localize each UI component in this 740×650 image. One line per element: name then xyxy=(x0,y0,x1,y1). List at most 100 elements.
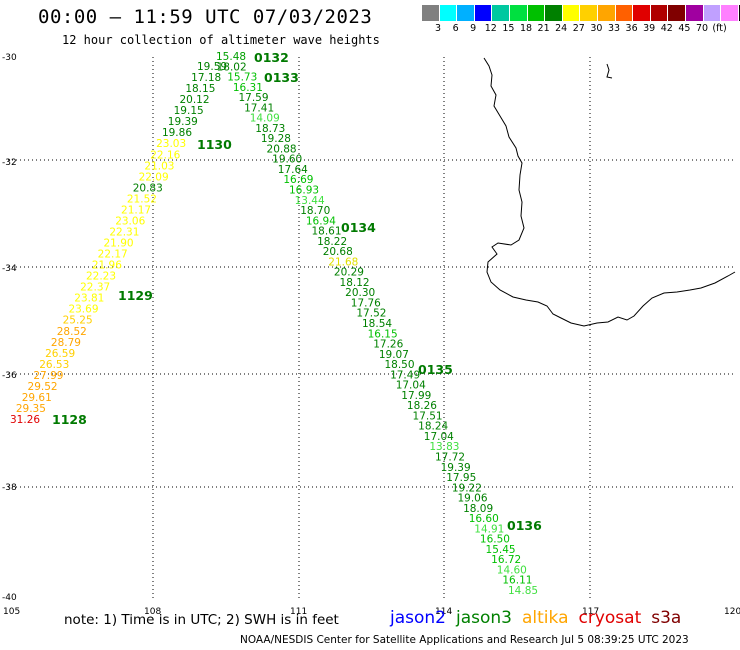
satellite-cryosat: cryosat xyxy=(578,608,642,628)
legend-swatch xyxy=(632,5,650,21)
legend-label: 27 xyxy=(572,23,585,34)
legend-label: 42 xyxy=(660,23,673,34)
satellite-altika: altika xyxy=(522,608,569,628)
swh-value: 17.72 xyxy=(435,452,465,464)
swh-value: 18.12 xyxy=(340,277,370,289)
satellite-s3a: s3a xyxy=(651,608,682,628)
lon-tick-label: 114 xyxy=(435,607,452,617)
swh-value: 18.02 xyxy=(217,61,247,73)
legend-label: 9 xyxy=(470,23,477,34)
swh-value: 18.50 xyxy=(384,359,414,371)
legend-swatch xyxy=(596,5,615,21)
legend-label: 6 xyxy=(452,23,459,34)
swh-value: 19.39 xyxy=(168,116,198,128)
swh-value: 16.15 xyxy=(368,328,398,340)
swh-value: 22.16 xyxy=(150,149,180,161)
swh-value: 22.09 xyxy=(139,171,169,183)
legend-swatch xyxy=(737,5,740,21)
swh-value: 29.35 xyxy=(16,403,46,415)
swh-value: 28.79 xyxy=(51,337,81,349)
legend-swatch xyxy=(491,5,509,21)
track-northeast: 15.4818.0215.7316.3117.5917.4114.0918.73… xyxy=(216,51,538,597)
legend-swatch xyxy=(526,5,545,21)
swh-value: 20.30 xyxy=(345,287,375,299)
swh-value: 19.60 xyxy=(272,154,302,166)
swh-value: 23.69 xyxy=(68,304,98,316)
swh-value: 17.18 xyxy=(191,72,221,84)
coastline-fragment xyxy=(606,63,613,79)
legend-label: 70 xyxy=(695,23,709,34)
legend-label: 45 xyxy=(678,23,691,34)
axis-tick-labels: 105 108 111 114 117 120 -30 -32 -34 -36 -38 -40 xyxy=(2,53,740,617)
color-scale-legend xyxy=(421,5,740,21)
swh-value: 21.03 xyxy=(144,160,174,172)
legend-swatch xyxy=(473,5,492,21)
legend-swatch xyxy=(421,5,439,21)
swh-value: 26.59 xyxy=(45,348,75,360)
swh-value: 17.26 xyxy=(373,339,403,351)
swh-value: 18.26 xyxy=(407,400,437,412)
swh-value: 22.23 xyxy=(86,271,116,283)
swh-value: 17.52 xyxy=(356,308,386,320)
swh-value: 23.03 xyxy=(156,138,186,150)
swh-value: 22.37 xyxy=(80,282,110,294)
legend-label: 15 xyxy=(502,23,515,34)
swh-value: 14.60 xyxy=(497,564,527,576)
pass-time-label: 1130 xyxy=(197,137,232,152)
footer-note: note: 1) Time is in UTC; 2) SWH is in fe… xyxy=(64,612,339,628)
lat-tick-label: -38 xyxy=(2,483,17,493)
lon-tick-label: 108 xyxy=(144,607,161,617)
legend-swatch xyxy=(438,5,457,21)
satellite-jason2: jason2 xyxy=(390,608,446,628)
legend-label: 12 xyxy=(484,23,497,34)
lat-tick-label: -30 xyxy=(2,53,17,63)
swh-value: 19.15 xyxy=(174,105,204,117)
swh-value: 29.61 xyxy=(22,392,52,404)
swh-value: 22.31 xyxy=(109,226,139,238)
australia-coastline xyxy=(483,57,736,327)
swh-value: 18.09 xyxy=(463,503,493,515)
swh-value: 15.45 xyxy=(486,544,516,556)
lon-tick-label: 111 xyxy=(290,607,307,617)
legend-swatch xyxy=(720,5,738,21)
swh-value: 25.25 xyxy=(63,315,93,327)
pass-time-label: 1128 xyxy=(52,412,87,427)
pass-time-label: 1129 xyxy=(118,288,153,303)
swh-value: 16.72 xyxy=(491,554,521,566)
swh-value: 15.48 xyxy=(216,51,246,63)
legend-swatch xyxy=(614,5,633,21)
swh-value: 18.15 xyxy=(185,83,215,95)
legend-swatch xyxy=(649,5,668,21)
satellite-legend: jason2 jason3 altika cryosat s3a xyxy=(390,608,691,628)
swh-value: 21.90 xyxy=(104,238,134,250)
time-labels: 0132 0133 0134 0135 0136 1128 1129 1130 xyxy=(52,50,542,533)
swh-value: 23.06 xyxy=(115,215,145,227)
legend-swatch xyxy=(684,5,703,21)
swh-value: 18.73 xyxy=(255,123,285,135)
swh-value: 17.04 xyxy=(424,431,454,443)
swh-value: 15.73 xyxy=(227,72,257,84)
swh-value: 14.85 xyxy=(508,585,538,597)
swh-value: 27.99 xyxy=(33,370,63,382)
track-southwest: 19.5917.1818.1520.1219.1519.3919.8623.03… xyxy=(10,61,227,426)
legend-swatch xyxy=(561,5,580,21)
swh-value: 16.93 xyxy=(289,185,319,197)
swh-value: 17.51 xyxy=(413,410,443,422)
page-subtitle: 12 hour collection of altimeter wave hei… xyxy=(62,33,380,47)
swh-value: 14.91 xyxy=(474,523,504,535)
legend-label: 24 xyxy=(555,23,568,34)
pass-time-label: 0133 xyxy=(264,70,299,85)
swh-value: 18.61 xyxy=(311,226,341,238)
swh-value: 23.81 xyxy=(74,293,104,305)
lat-tick-label: -36 xyxy=(2,371,17,381)
legend-swatch xyxy=(579,5,597,21)
swh-value: 16.94 xyxy=(306,215,336,227)
swh-value: 21.17 xyxy=(121,204,151,216)
swh-value: 16.50 xyxy=(480,534,510,546)
swh-value: 17.76 xyxy=(351,297,381,309)
swh-value: 21.96 xyxy=(92,260,122,272)
swh-value: 19.59 xyxy=(197,61,227,73)
lon-tick-label: 120 xyxy=(724,607,740,617)
legend-label: (ft) xyxy=(712,23,727,34)
swh-value: 17.04 xyxy=(396,380,426,392)
